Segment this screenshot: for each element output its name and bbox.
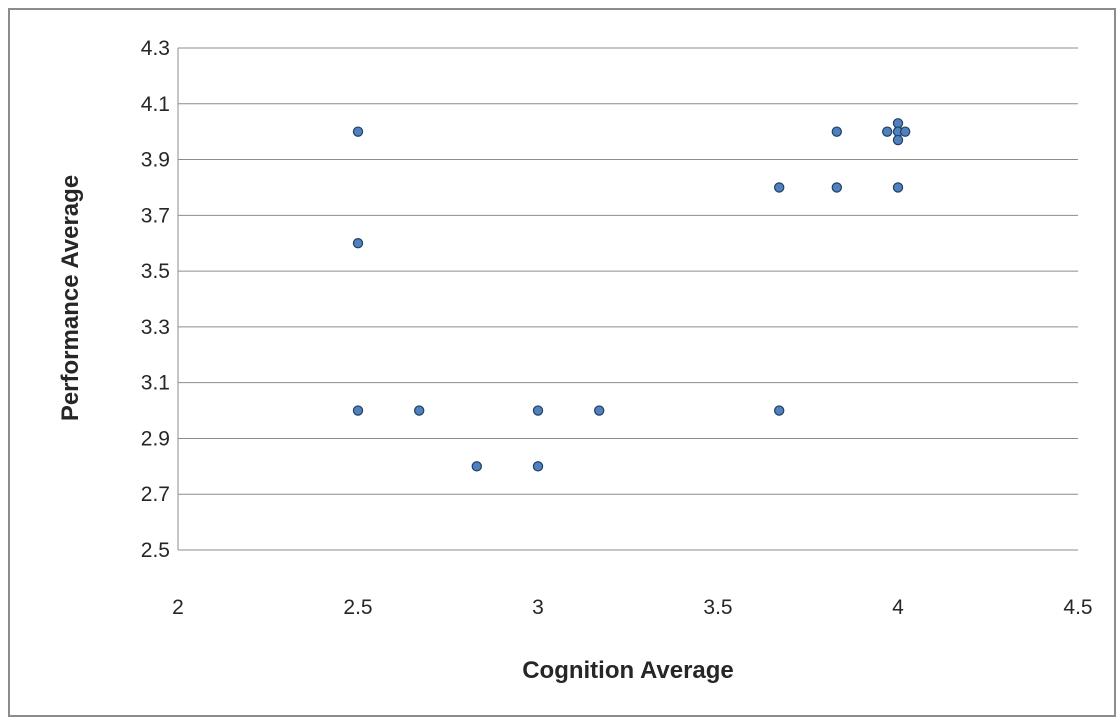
data-point <box>352 238 364 249</box>
data-point <box>774 405 785 416</box>
data-point <box>774 182 785 193</box>
data-point <box>352 405 364 416</box>
data-point <box>882 126 893 137</box>
y-tick-label: 2.9 <box>141 427 170 450</box>
data-point <box>892 134 904 146</box>
y-tick-label: 3.9 <box>141 149 170 172</box>
y-tick-label: 3.1 <box>141 372 170 395</box>
x-tick-label: 4.5 <box>1063 596 1092 619</box>
y-axis-title: Performance Average <box>57 175 84 421</box>
y-tick-label: 3.7 <box>141 204 170 227</box>
y-tick-label: 2.5 <box>141 539 170 562</box>
x-tick-label: 4 <box>892 596 904 619</box>
x-tick-label: 3 <box>532 596 544 619</box>
y-tick-label: 4.1 <box>141 93 170 116</box>
data-point <box>414 405 425 416</box>
y-tick-label: 3.3 <box>141 316 170 339</box>
data-point <box>831 126 843 137</box>
y-tick-label: 2.7 <box>141 483 170 506</box>
data-point <box>532 405 544 416</box>
x-tick-label: 3.5 <box>703 596 732 619</box>
data-point <box>831 182 843 193</box>
data-point <box>892 182 904 193</box>
grid-lines <box>178 47 1078 495</box>
data-point <box>352 126 364 137</box>
x-tick-labels: 2 2.5 3 3.5 4 4.5 <box>172 596 1092 619</box>
data-point <box>532 461 544 472</box>
data-points <box>352 118 911 472</box>
data-point <box>594 405 605 416</box>
x-axis-title: Cognition Average <box>522 657 734 684</box>
x-tick-label: 2.5 <box>343 596 372 619</box>
x-tick-label: 2 <box>172 596 184 619</box>
data-point <box>471 461 482 472</box>
y-tick-labels: 2.5 2.7 2.9 3.1 3.3 3.5 3.7 3.9 4.1 4.3 <box>141 37 170 562</box>
chart-frame <box>8 8 1116 717</box>
axes <box>177 48 1078 551</box>
y-tick-label: 3.5 <box>141 260 170 283</box>
y-tick-label: 4.3 <box>141 37 170 60</box>
data-point <box>900 126 911 137</box>
